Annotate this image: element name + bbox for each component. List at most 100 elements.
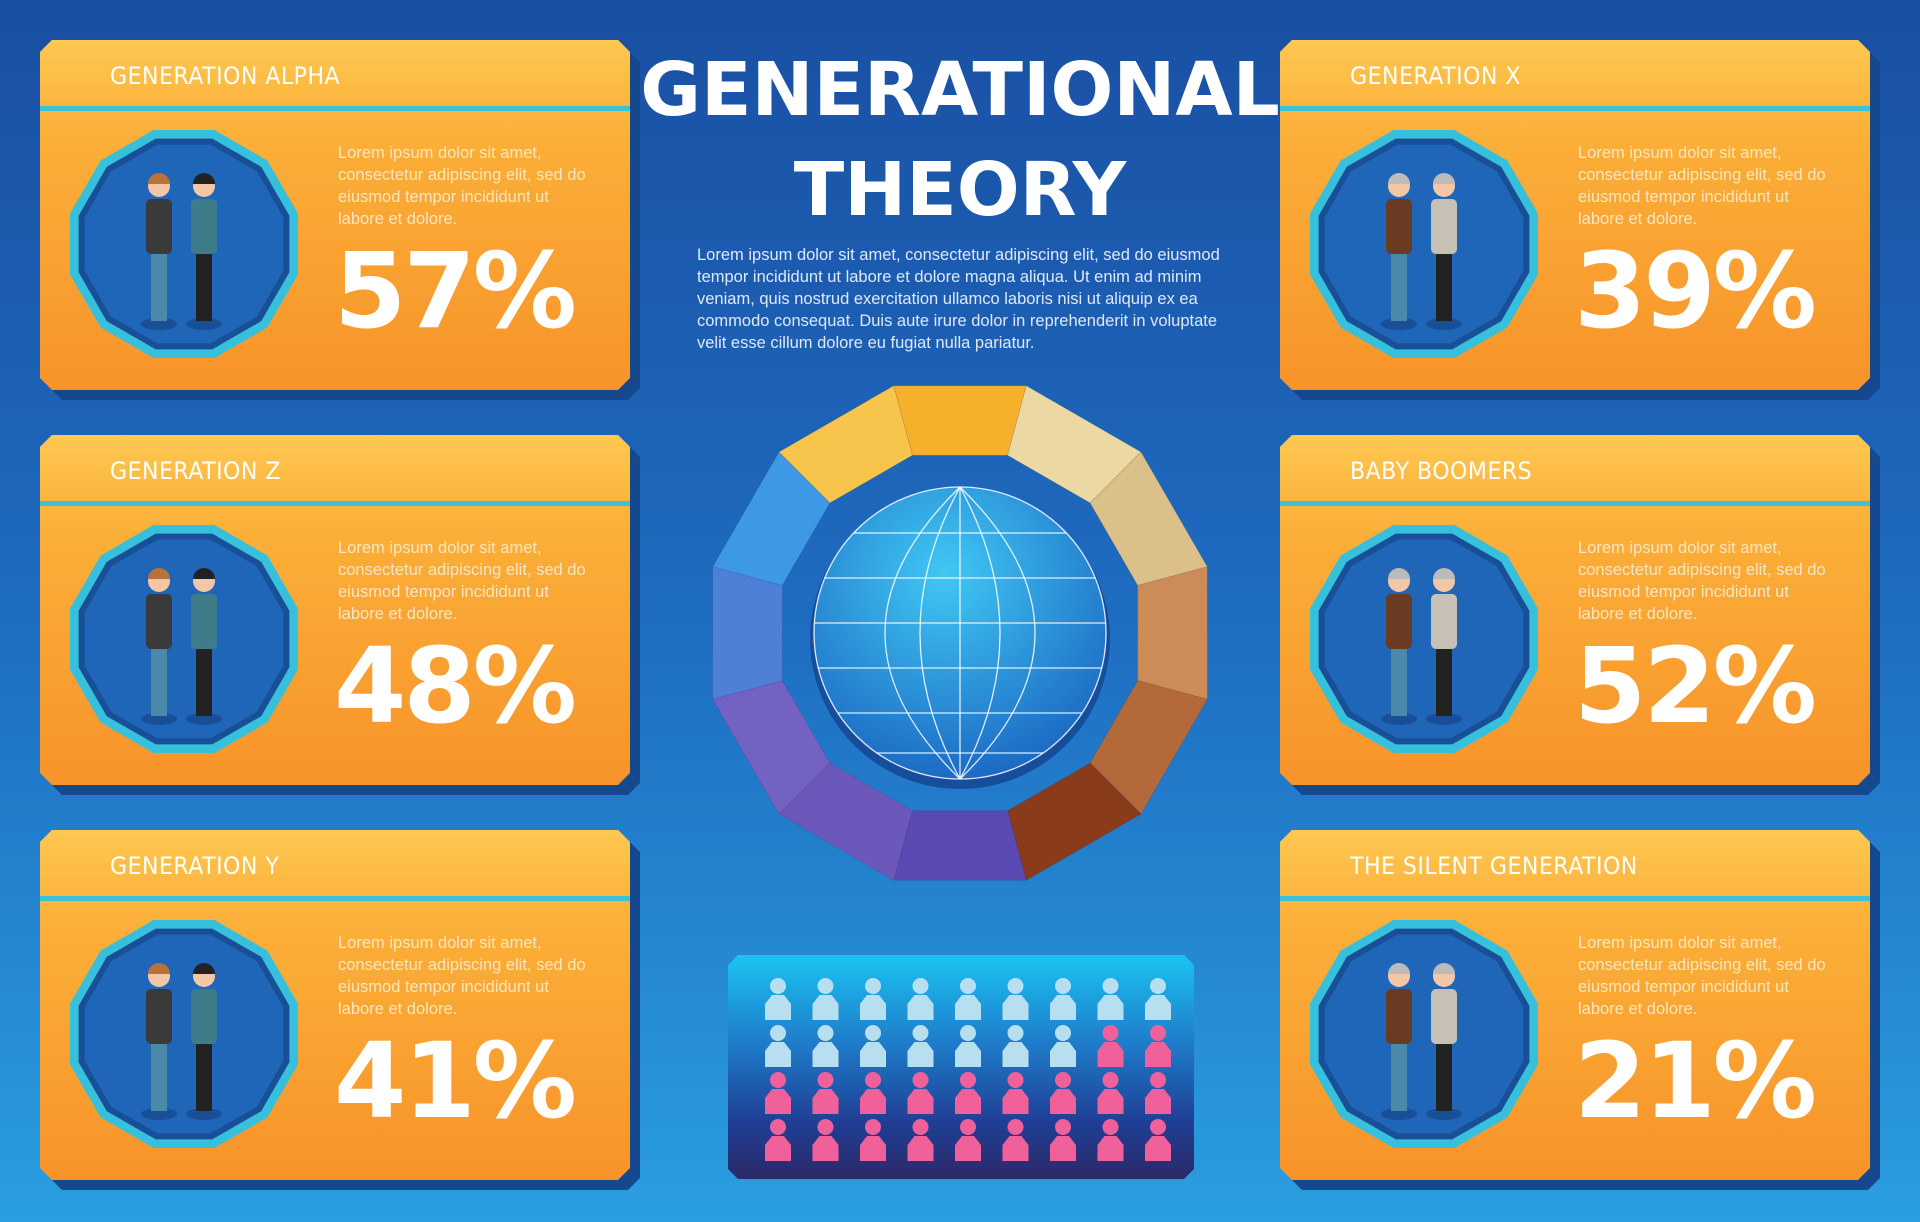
person-icon bbox=[813, 978, 839, 1020]
card-description: Lorem ipsum dolor sit amet, consectetur … bbox=[1578, 539, 1826, 623]
card-title: GENERATION ALPHA bbox=[110, 62, 341, 90]
person-icon bbox=[955, 978, 981, 1020]
generation-card: GENERATION ALPHA Lorem ipsum dolor sit a… bbox=[40, 40, 630, 390]
card-divider bbox=[1280, 896, 1870, 901]
person-icon-highlighted bbox=[765, 1119, 791, 1161]
person-figure bbox=[141, 173, 177, 330]
person-icon-highlighted bbox=[908, 1072, 934, 1114]
card-header bbox=[1280, 40, 1870, 106]
person-icon-highlighted bbox=[955, 1072, 981, 1114]
card-title: BABY BOOMERS bbox=[1350, 457, 1533, 485]
card-description: Lorem ipsum dolor sit amet, consectetur … bbox=[338, 539, 586, 623]
card-percentage: 52% bbox=[1574, 625, 1814, 747]
title-line-1: GENERATIONAL bbox=[640, 47, 1280, 133]
person-figure bbox=[141, 963, 177, 1120]
person-figure bbox=[1381, 173, 1417, 330]
card-title: GENERATION Y bbox=[110, 852, 280, 880]
card-description: Lorem ipsum dolor sit amet, consectetur … bbox=[338, 144, 586, 228]
person-icon-highlighted bbox=[813, 1119, 839, 1161]
person-icon bbox=[908, 978, 934, 1020]
person-icon-highlighted bbox=[1003, 1119, 1029, 1161]
person-icon-highlighted bbox=[1145, 1119, 1171, 1161]
card-percentage: 21% bbox=[1574, 1020, 1814, 1142]
person-icon bbox=[908, 1025, 934, 1067]
card-divider bbox=[1280, 106, 1870, 111]
card-header bbox=[1280, 435, 1870, 501]
frame-inner bbox=[81, 931, 287, 1137]
elderly-couple-icon bbox=[1310, 525, 1538, 753]
person-figure bbox=[1381, 963, 1417, 1120]
card-divider bbox=[40, 896, 630, 901]
card-header bbox=[40, 830, 630, 896]
person-icon bbox=[1145, 978, 1171, 1020]
person-figure bbox=[186, 173, 222, 330]
card-body: GENERATION ALPHA Lorem ipsum dolor sit a… bbox=[40, 40, 630, 390]
person-icon bbox=[1003, 978, 1029, 1020]
intro-paragraph: Lorem ipsum dolor sit amet, consectetur … bbox=[697, 246, 1220, 352]
ring-segment bbox=[893, 810, 1027, 881]
people-grid-panel bbox=[728, 955, 1194, 1179]
person-figure bbox=[1426, 963, 1462, 1120]
frame-depth bbox=[78, 138, 290, 350]
frame-inner bbox=[1321, 141, 1527, 347]
generation-ring-with-globe bbox=[711, 384, 1209, 882]
person-figure bbox=[186, 568, 222, 725]
frame-depth bbox=[78, 928, 290, 1140]
ring-segment bbox=[712, 566, 783, 700]
person-icon-highlighted bbox=[860, 1119, 886, 1161]
ring-segment bbox=[1137, 566, 1208, 700]
person-icon bbox=[860, 978, 886, 1020]
person-figure bbox=[1381, 568, 1417, 725]
frame-depth bbox=[1318, 533, 1530, 745]
person-icon-highlighted bbox=[765, 1072, 791, 1114]
card-percentage: 48% bbox=[334, 625, 574, 747]
senior-wheelchair-icon bbox=[1310, 920, 1538, 1148]
frame-inner bbox=[1321, 931, 1527, 1137]
card-title: GENERATION Z bbox=[110, 457, 281, 485]
person-icon-highlighted bbox=[1050, 1119, 1076, 1161]
person-icon-highlighted bbox=[1145, 1072, 1171, 1114]
person-figure bbox=[186, 963, 222, 1120]
teenagers-icon bbox=[70, 525, 298, 753]
frame-inner bbox=[81, 536, 287, 742]
card-title: GENERATION X bbox=[1350, 62, 1521, 90]
person-figure bbox=[141, 568, 177, 725]
middle-aged-couple-icon bbox=[1310, 130, 1538, 358]
card-body: GENERATION Z Lorem ipsum dolor sit amet,… bbox=[40, 435, 630, 785]
person-icon-highlighted bbox=[1145, 1025, 1171, 1067]
card-title: THE SILENT GENERATION bbox=[1350, 852, 1638, 880]
young-adults-icon bbox=[70, 920, 298, 1148]
person-icon-highlighted bbox=[1003, 1072, 1029, 1114]
person-icon bbox=[955, 1025, 981, 1067]
person-icon bbox=[1050, 1025, 1076, 1067]
title-line-2: THEORY bbox=[793, 147, 1127, 233]
person-icon-highlighted bbox=[1050, 1072, 1076, 1114]
frame-depth bbox=[1318, 928, 1530, 1140]
person-icon-highlighted bbox=[908, 1119, 934, 1161]
ring-segment bbox=[778, 384, 913, 504]
frame-depth bbox=[1318, 138, 1530, 350]
card-header bbox=[40, 435, 630, 501]
schoolchildren-icon bbox=[70, 130, 298, 358]
page-title: GENERATIONAL THEORY bbox=[560, 40, 1360, 240]
frame-inner bbox=[81, 141, 287, 347]
card-divider bbox=[1280, 501, 1870, 506]
person-icon-highlighted bbox=[813, 1072, 839, 1114]
person-icon-highlighted bbox=[860, 1072, 886, 1114]
person-icon bbox=[1098, 978, 1124, 1020]
card-description: Lorem ipsum dolor sit amet, consectetur … bbox=[338, 934, 586, 1018]
person-icon bbox=[1050, 978, 1076, 1020]
card-divider bbox=[40, 106, 630, 111]
card-percentage: 39% bbox=[1574, 230, 1814, 352]
person-icon bbox=[813, 1025, 839, 1067]
frame-inner bbox=[1321, 536, 1527, 742]
person-icon-highlighted bbox=[1098, 1025, 1124, 1067]
person-icon-highlighted bbox=[1098, 1072, 1124, 1114]
person-figure bbox=[1426, 568, 1462, 725]
person-figure bbox=[1426, 173, 1462, 330]
person-icon bbox=[765, 1025, 791, 1067]
card-header bbox=[40, 40, 630, 106]
person-icon-highlighted bbox=[955, 1119, 981, 1161]
card-percentage: 57% bbox=[334, 230, 574, 352]
globe-gridlines bbox=[813, 486, 1107, 780]
